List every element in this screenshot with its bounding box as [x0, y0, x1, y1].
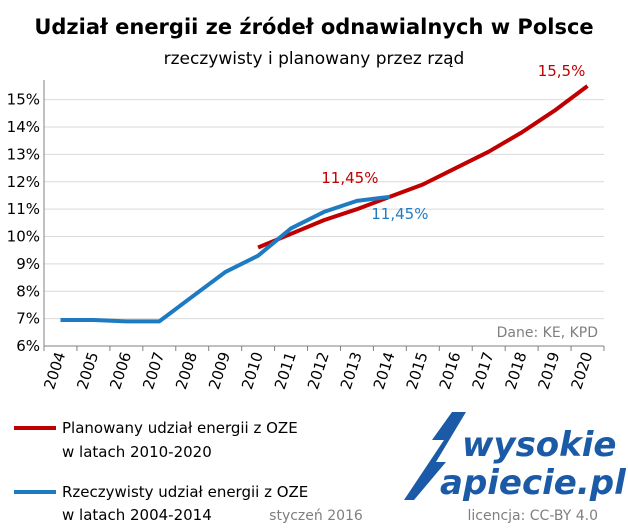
annotations: 15,5% 11,45% 11,45%: [321, 62, 585, 223]
legend: Planowany udział energii z OZE w latach …: [14, 419, 308, 524]
y-tick-label: 11%: [7, 200, 40, 218]
series-line-planned: [257, 84, 589, 250]
legend-planned-line2: w latach 2010-2020: [62, 443, 212, 461]
x-tick-label: 2014: [370, 350, 399, 392]
x-tick-label: 2015: [403, 350, 432, 392]
y-tick-label: 6%: [16, 337, 40, 355]
x-tick-label: 2012: [304, 350, 333, 392]
x-tick-label: 2013: [337, 350, 366, 392]
lightning-bolt-icon: [404, 412, 466, 500]
x-tick-label: 2011: [271, 350, 300, 392]
legend-planned-line1: Planowany udział energii z OZE: [62, 419, 298, 437]
x-tick-label: 2004: [40, 350, 69, 392]
legend-actual-line1: Rzeczywisty udział energii z OZE: [62, 483, 308, 501]
series-line-actual: [60, 194, 391, 324]
gridlines: [44, 99, 604, 320]
series-lines: [60, 84, 589, 324]
x-tick-label: 2007: [139, 350, 168, 392]
source-note: Dane: KE, KPD: [497, 325, 598, 341]
x-tick-label: 2010: [238, 350, 267, 392]
data-label-planned: 11,45%: [321, 169, 378, 187]
footer-license: licencja: CC-BY 4.0: [467, 508, 598, 524]
y-tick-label: 8%: [16, 282, 40, 300]
x-tick-label: 2006: [106, 350, 135, 392]
x-tick-label: 2019: [534, 350, 563, 392]
y-tick-label: 9%: [16, 255, 40, 273]
x-tick-label: 2005: [73, 350, 102, 392]
y-tick-label: 10%: [7, 228, 40, 246]
y-tick-label: 12%: [7, 173, 40, 191]
logo-line1: wysokie: [462, 425, 617, 465]
legend-actual-line2: w latach 2004-2014: [62, 506, 212, 524]
x-tick-label: 2017: [469, 350, 498, 392]
chart-title: Udział energii ze źródeł odnawialnych w …: [34, 15, 593, 39]
y-axis-ticks: 6% 7% 8% 9% 10% 11% 12% 13% 14% 15%: [7, 91, 40, 355]
y-tick-label: 7%: [16, 310, 40, 328]
y-tick-label: 15%: [7, 91, 40, 109]
x-tick-label: 2016: [436, 350, 465, 392]
x-tick-label: 2009: [205, 350, 234, 392]
logo-line2: apiecie.pl: [440, 463, 627, 503]
y-tick-label: 14%: [7, 118, 40, 136]
footer-date: styczeń 2016: [269, 508, 363, 524]
x-tick-label: 2018: [502, 350, 531, 392]
y-tick-label: 13%: [7, 145, 40, 163]
x-tick-label: 2020: [567, 350, 596, 392]
data-label-planned: 15,5%: [538, 62, 586, 80]
data-label-actual: 11,45%: [371, 205, 428, 223]
x-tick-label: 2008: [172, 350, 201, 392]
chart-subtitle: rzeczywisty i planowany przez rząd: [164, 49, 465, 69]
wysokienapiecie-logo: wysokie apiecie.pl: [404, 412, 627, 503]
